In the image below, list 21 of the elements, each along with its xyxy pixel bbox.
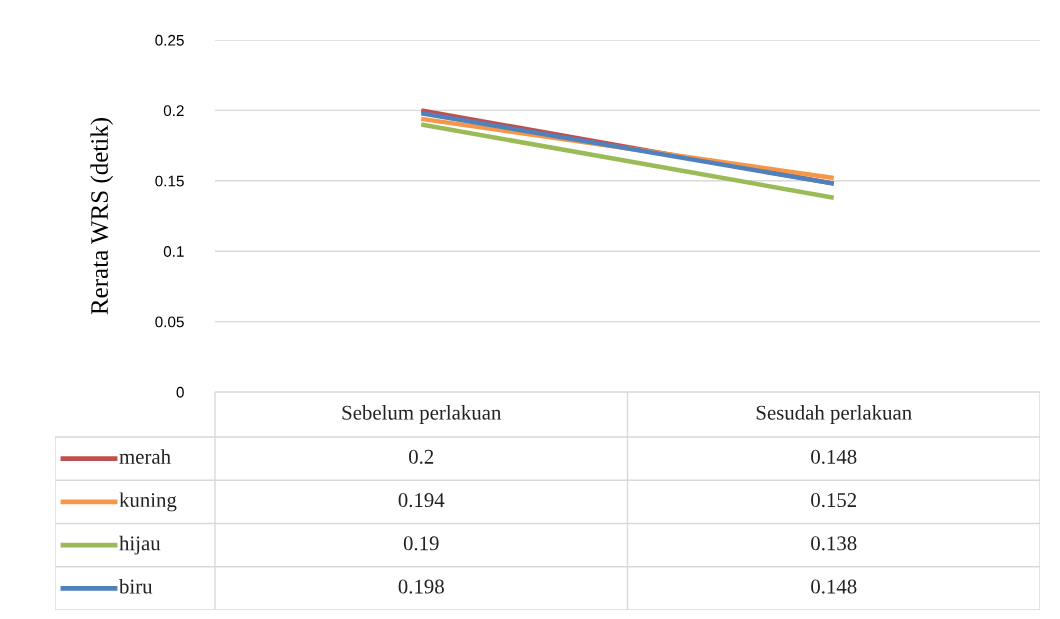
data-label: 0.198 [398, 579, 444, 594]
data-label: 0.138 [811, 536, 857, 551]
y-axis-title: Rerata WRS (detik) [90, 118, 114, 315]
y-tick-label: 0 [176, 386, 184, 398]
y-tick-label: 0.05 [155, 316, 184, 328]
data-label: 0.152 [811, 493, 857, 508]
data-label: 0.19 [403, 536, 439, 551]
y-tick-label: 0.15 [155, 175, 184, 187]
legend-label: kuning [119, 492, 177, 512]
data-label: 0.2 [409, 449, 434, 464]
legend-label: merah [119, 449, 171, 464]
y-tick-label: 0.1 [163, 246, 184, 257]
x-tick-label: Sebelum perlakuan [342, 405, 502, 424]
data-label: 0.148 [811, 579, 857, 594]
data-label: 0.194 [398, 493, 445, 508]
x-tick-label: Sesudah perlakuan [756, 405, 912, 424]
y-tick-label: 0.25 [155, 34, 184, 46]
data-label: 0.148 [811, 449, 857, 464]
legend-label: biru [119, 578, 153, 594]
legend-label: hijau [119, 535, 161, 555]
y-tick-label: 0.2 [163, 105, 184, 117]
